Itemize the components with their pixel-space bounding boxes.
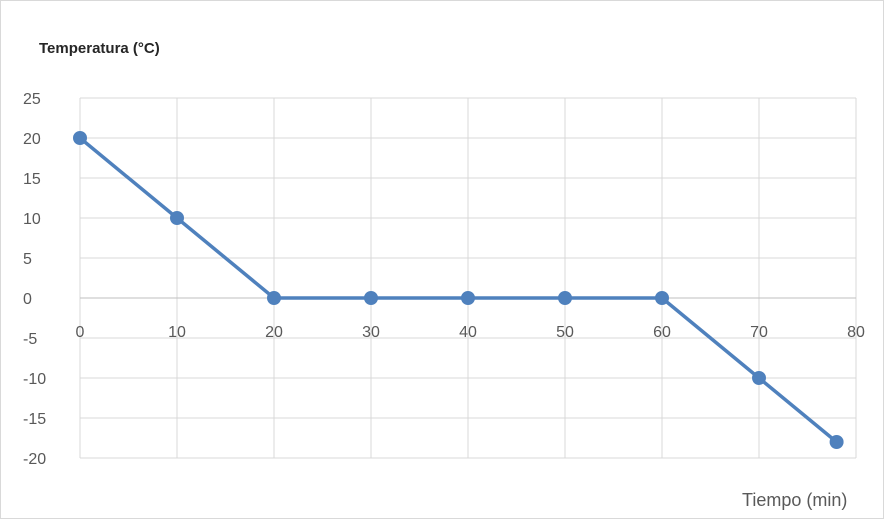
x-tick-label: 80 (847, 324, 865, 341)
series-line (78, 136, 839, 444)
x-tick-label: 40 (459, 324, 477, 341)
y-tick-label: 20 (23, 131, 41, 148)
data-point (73, 131, 87, 145)
y-axis-title: Temperatura (°C) (39, 40, 160, 57)
y-tick-label: 25 (23, 91, 41, 108)
x-tick-label: 60 (653, 324, 671, 341)
x-tick-label: 10 (168, 324, 186, 341)
y-tick-label: 5 (23, 251, 32, 268)
y-tick-label: -5 (23, 331, 37, 348)
y-tick-label: -10 (23, 371, 46, 388)
data-point (170, 211, 184, 225)
data-point (752, 371, 766, 385)
x-tick-label: 0 (76, 324, 85, 341)
y-tick-label: -15 (23, 411, 46, 428)
x-tick-label: 20 (265, 324, 283, 341)
y-tick-label: -20 (23, 451, 46, 468)
x-tick-label: 30 (362, 324, 380, 341)
data-point (558, 291, 572, 305)
data-point (829, 435, 844, 449)
y-tick-label: 0 (23, 291, 32, 308)
y-tick-label: 10 (23, 211, 41, 228)
x-tick-label: 70 (750, 324, 768, 341)
y-tick-label: 15 (23, 171, 41, 188)
data-point (267, 291, 281, 305)
data-point (461, 291, 475, 305)
data-point (655, 291, 669, 305)
x-axis-title: Tiempo (min) (742, 490, 847, 510)
data-point (364, 291, 378, 305)
x-tick-label: 50 (556, 324, 574, 341)
